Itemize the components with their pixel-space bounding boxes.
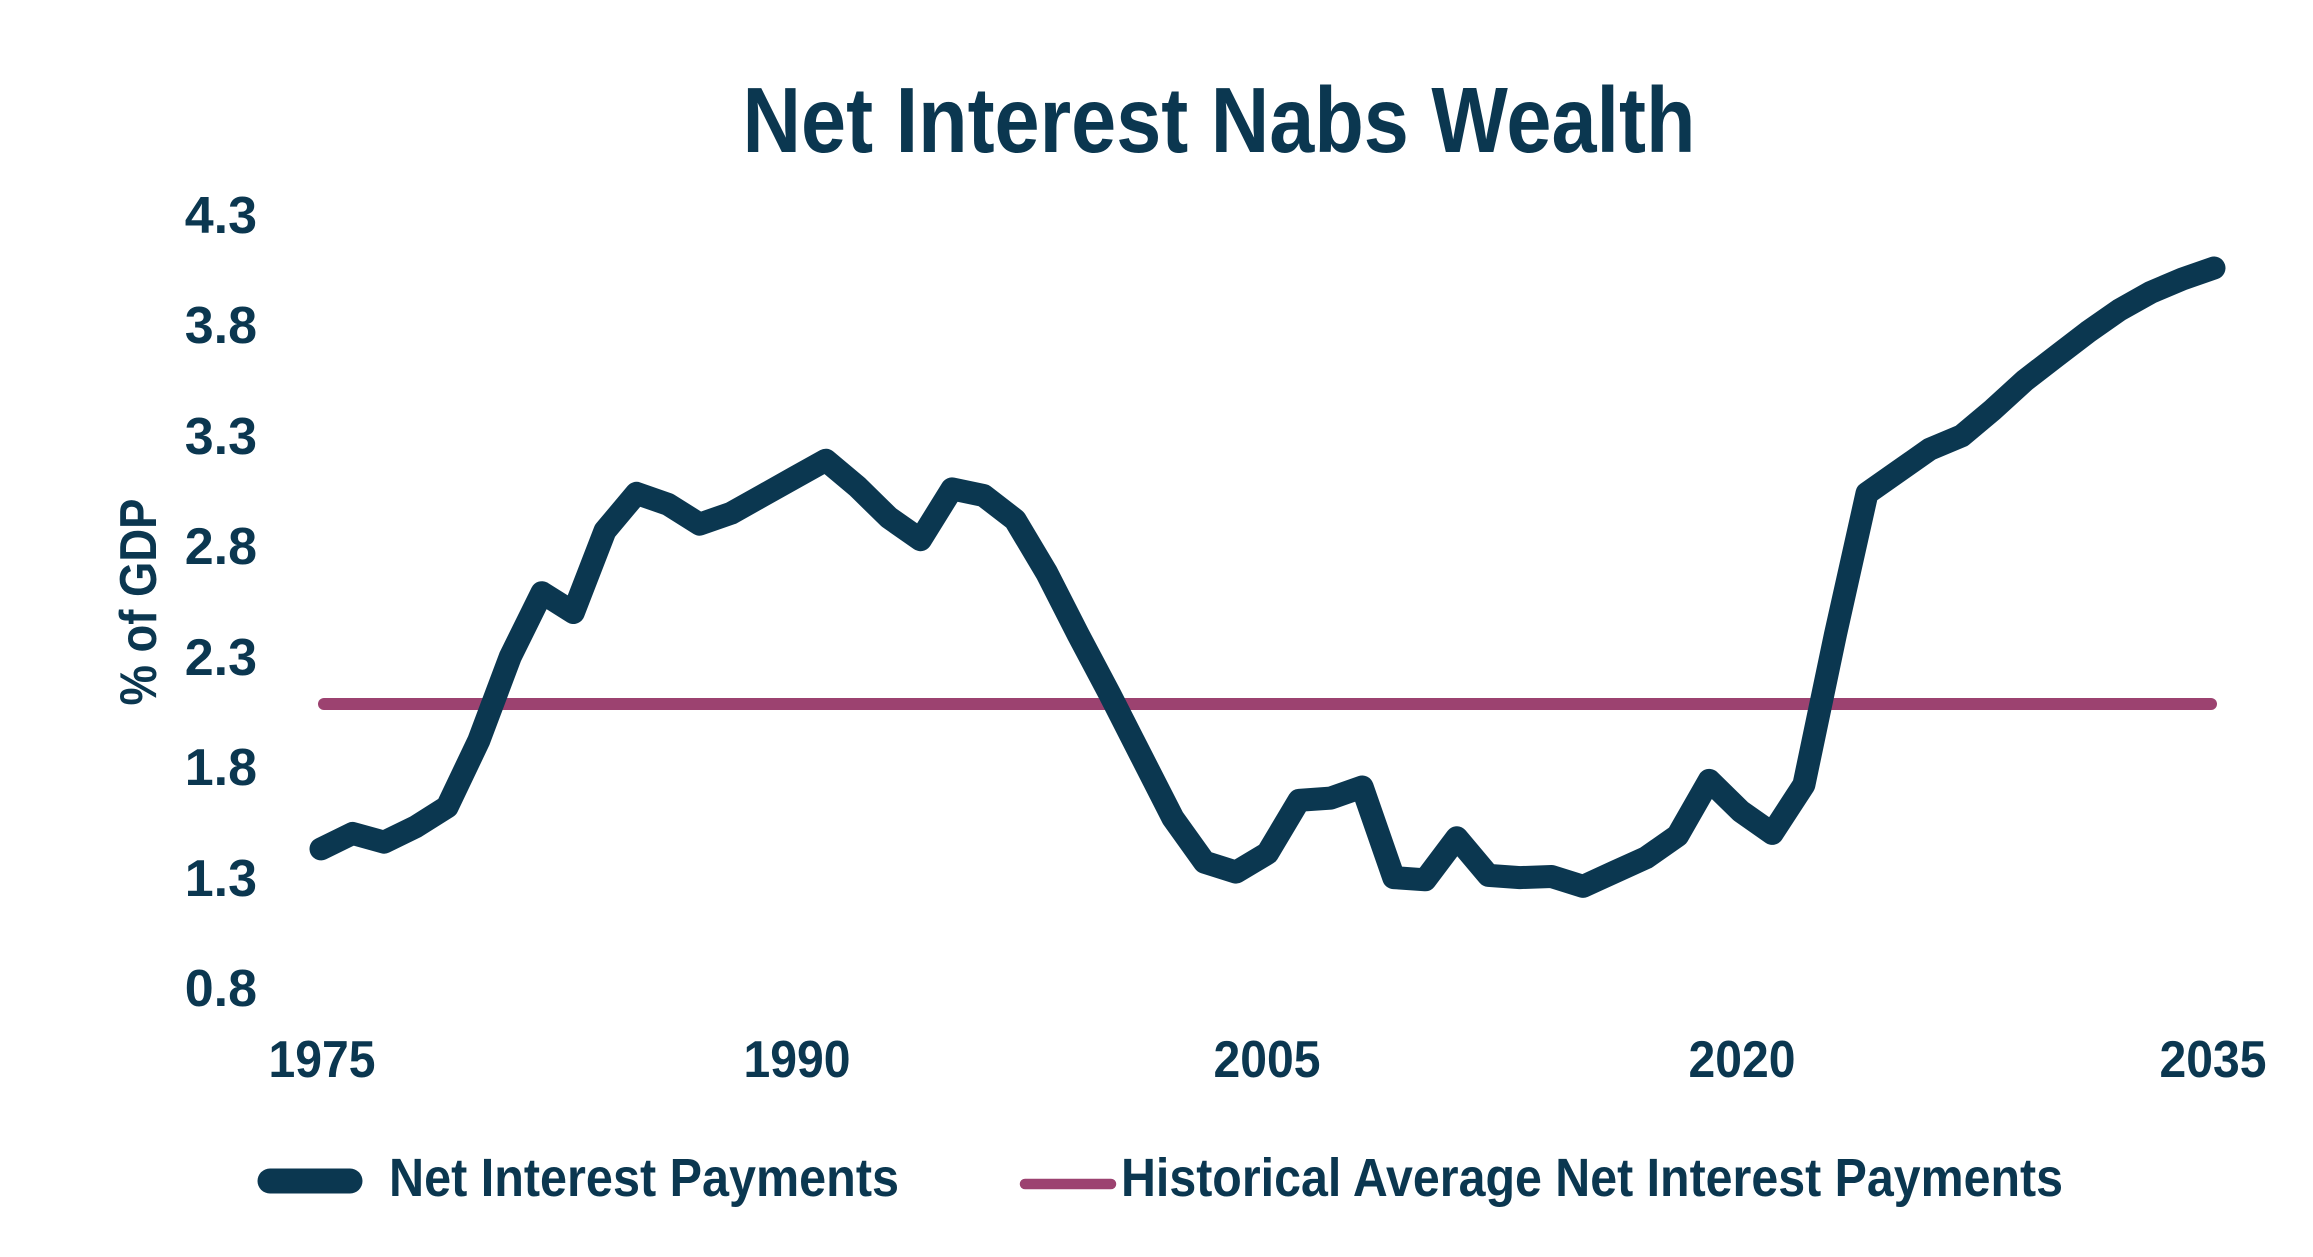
svg-text:3.8: 3.8 [185,297,257,355]
svg-text:1990: 1990 [744,1031,851,1089]
svg-text:2035: 2035 [2160,1031,2267,1089]
svg-text:4.3: 4.3 [185,187,257,245]
svg-text:Net Interest Nabs Wealth: Net Interest Nabs Wealth [743,68,1696,172]
svg-text:% of GDP: % of GDP [110,499,168,706]
svg-text:Historical Average Net Interes: Historical Average Net Interest Payments [1121,1148,2063,1208]
svg-text:1975: 1975 [269,1031,376,1089]
svg-text:1.3: 1.3 [185,850,257,908]
svg-text:Net Interest Payments: Net Interest Payments [389,1148,899,1208]
svg-text:2.8: 2.8 [185,518,257,576]
svg-text:2.3: 2.3 [185,629,257,687]
svg-text:2020: 2020 [1689,1031,1796,1089]
svg-text:1.8: 1.8 [185,739,257,797]
svg-text:0.8: 0.8 [185,960,257,1018]
svg-text:2005: 2005 [1214,1031,1321,1089]
svg-text:3.3: 3.3 [185,408,257,466]
